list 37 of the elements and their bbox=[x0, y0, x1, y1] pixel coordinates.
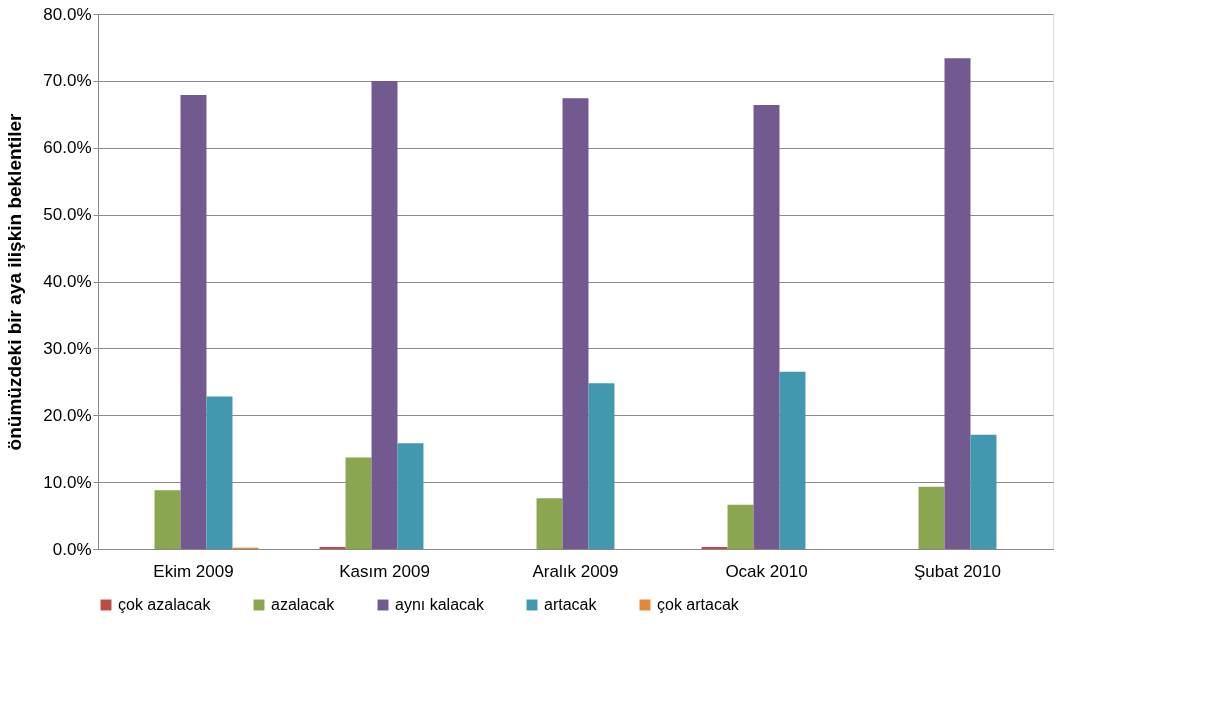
legend-label: azalacak bbox=[271, 596, 336, 613]
bar bbox=[397, 443, 424, 549]
bar bbox=[180, 94, 207, 549]
legend-label: çok artacak bbox=[657, 596, 740, 613]
bar bbox=[371, 80, 398, 549]
bar bbox=[918, 486, 945, 549]
bar bbox=[970, 434, 997, 549]
y-tick-label: 20.0% bbox=[43, 405, 92, 425]
legend-label: aynı kalacak bbox=[395, 596, 485, 613]
bar bbox=[779, 371, 806, 549]
legend-label: çok azalacak bbox=[118, 596, 212, 613]
y-tick-label: 50.0% bbox=[43, 205, 92, 225]
bar bbox=[536, 498, 563, 549]
y-tick-label: 60.0% bbox=[43, 138, 92, 158]
bar bbox=[154, 490, 181, 549]
y-tick-label: 0.0% bbox=[52, 539, 92, 559]
x-tick-label: Ocak 2010 bbox=[725, 561, 808, 581]
y-tick-label: 10.0% bbox=[43, 472, 92, 492]
y-tick-label: 40.0% bbox=[43, 272, 92, 291]
bar bbox=[206, 396, 233, 549]
y-axis-title: önümüzdeki bir aya ilişkin beklentiler bbox=[4, 112, 26, 451]
bar bbox=[701, 546, 728, 549]
x-tick-label: Şubat 2010 bbox=[914, 561, 1001, 581]
x-tick-label: Ekim 2009 bbox=[153, 561, 234, 581]
bar bbox=[345, 457, 372, 549]
bar bbox=[944, 58, 971, 549]
x-tick-label: Kasım 2009 bbox=[339, 561, 430, 581]
y-tick-label: 30.0% bbox=[43, 338, 92, 358]
bar bbox=[727, 504, 754, 549]
bar bbox=[319, 546, 346, 549]
bar bbox=[588, 383, 615, 549]
bar bbox=[562, 98, 589, 549]
x-tick-label: Aralık 2009 bbox=[532, 561, 619, 581]
y-tick-label: 70.0% bbox=[43, 71, 92, 91]
legend-label: artacak bbox=[544, 596, 598, 613]
y-tick-label: 80.0% bbox=[43, 4, 92, 24]
bar bbox=[753, 104, 780, 549]
